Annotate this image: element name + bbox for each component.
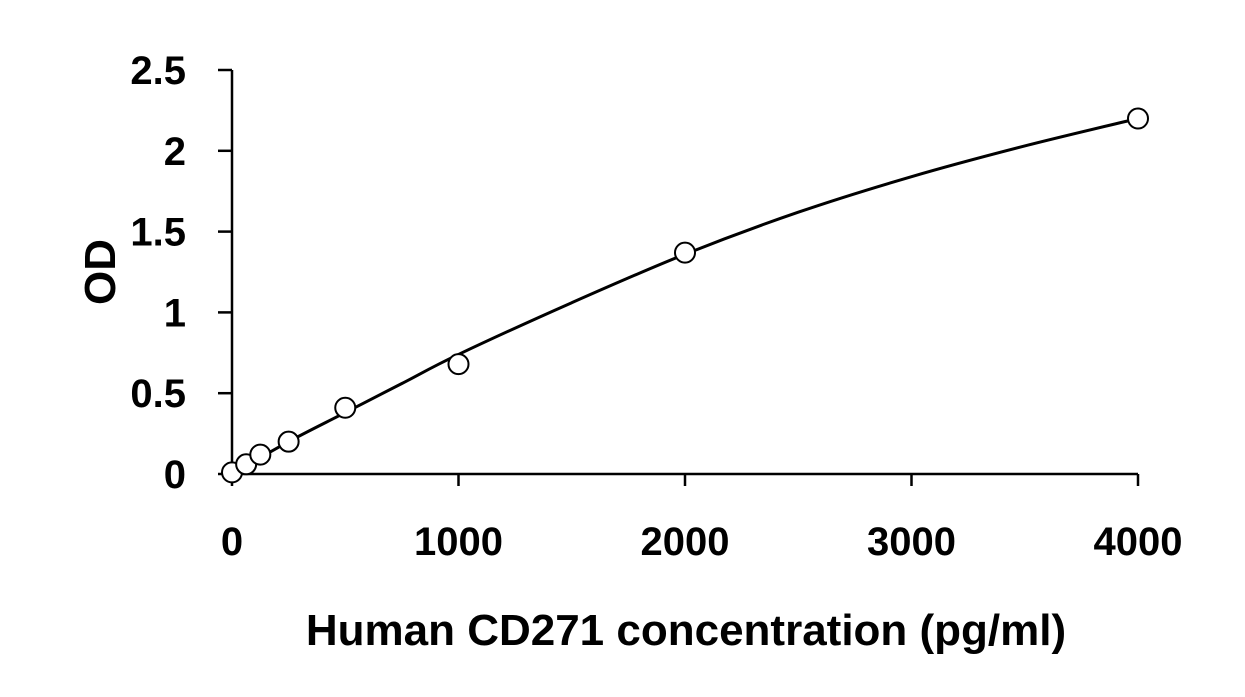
x-tick-label: 2000 xyxy=(641,520,730,564)
data-point xyxy=(334,396,357,419)
fit-curve xyxy=(231,117,1139,476)
y-tick-label: 2.5 xyxy=(130,49,186,93)
x-tick-label: 3000 xyxy=(867,520,956,564)
data-point xyxy=(249,443,272,466)
y-tick-label: 2 xyxy=(164,130,186,174)
y-axis-title: OD xyxy=(76,239,125,305)
x-tick-label: 4000 xyxy=(1094,520,1183,564)
y-tick-label: 1 xyxy=(164,291,186,335)
data-point xyxy=(277,430,300,453)
x-axis-title: Human CD271 concentration (pg/ml) xyxy=(306,606,1066,655)
data-point xyxy=(1127,107,1149,130)
y-ticks: 0 0.5 1 1.5 2 2.5 xyxy=(130,49,232,497)
y-tick-label: 0 xyxy=(164,453,186,497)
x-tick-label: 1000 xyxy=(414,520,503,564)
axes xyxy=(230,70,1138,476)
y-tick-label: 1.5 xyxy=(130,211,186,255)
data-point xyxy=(674,241,696,264)
x-tick-label: 0 xyxy=(221,520,243,564)
x-ticks: 0 1000 2000 3000 4000 xyxy=(221,474,1183,564)
data-points xyxy=(221,107,1149,484)
y-tick-label: 0.5 xyxy=(130,372,186,416)
data-point xyxy=(447,353,470,376)
